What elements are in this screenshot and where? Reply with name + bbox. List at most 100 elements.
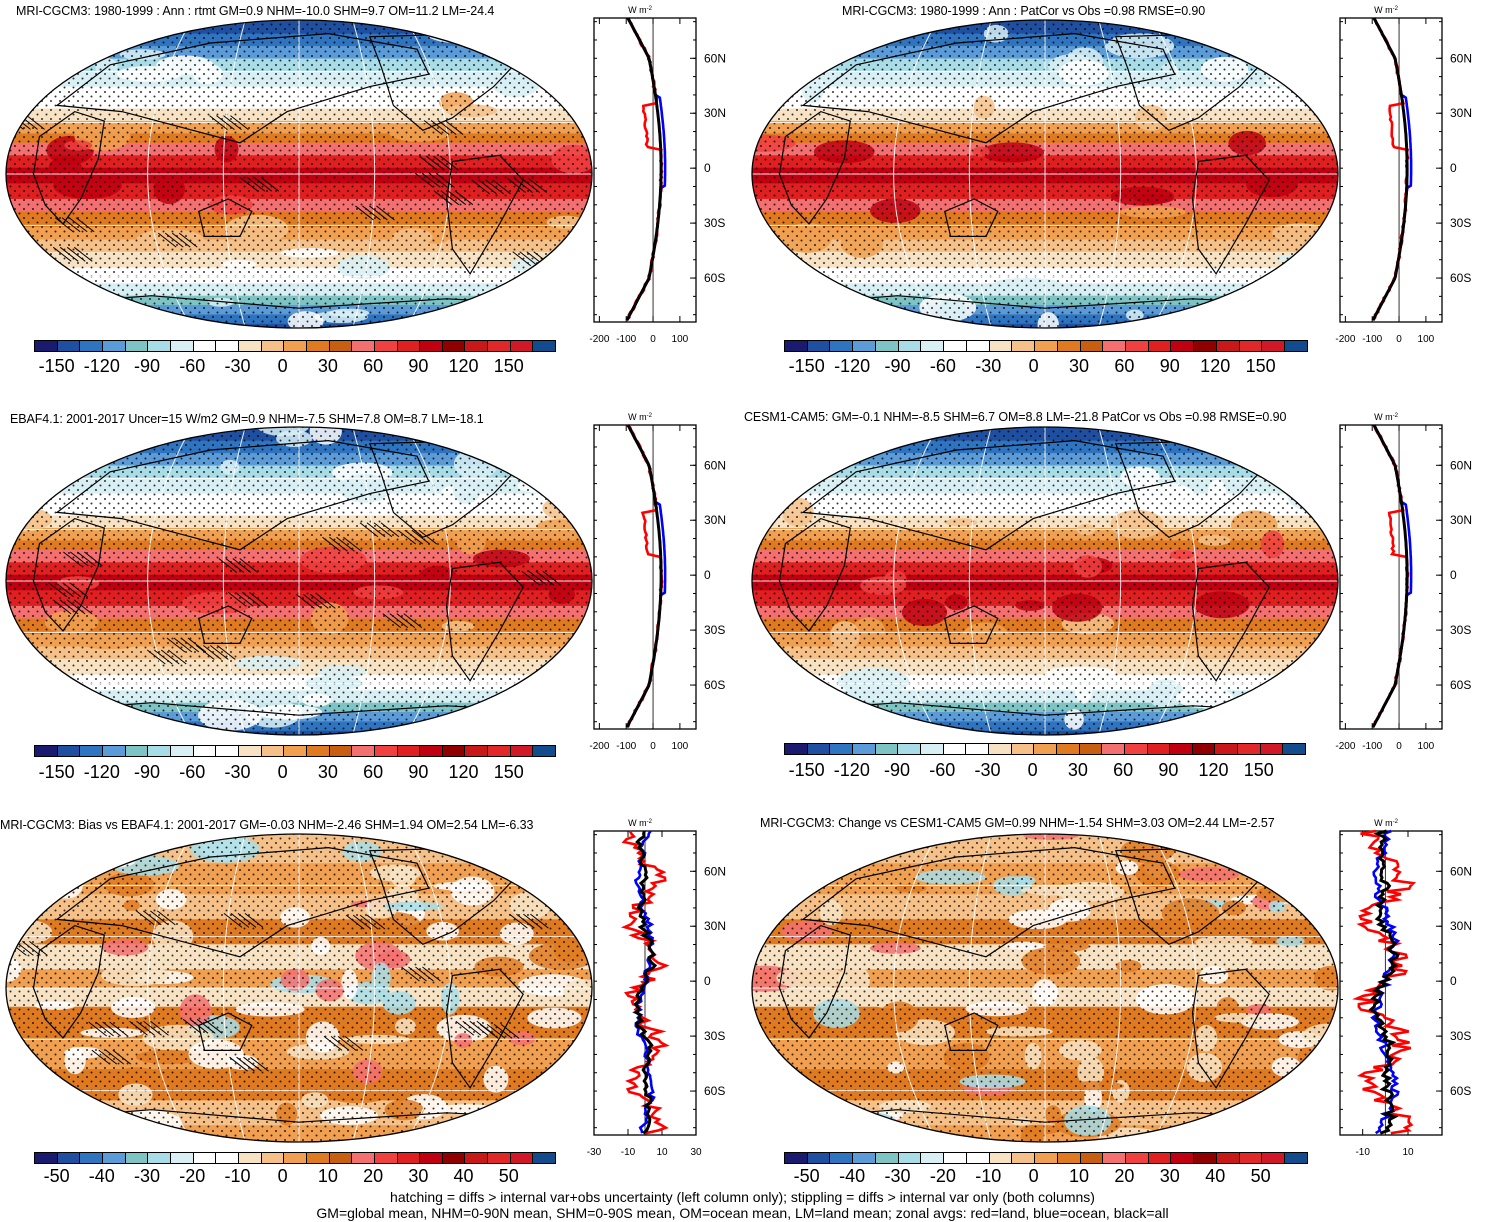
hatch-line [380, 522, 400, 538]
colorbar-tick-label: 0 [277, 762, 288, 782]
hatch-line [440, 190, 460, 206]
graticule-lon [968, 427, 992, 735]
map-blob [1274, 33, 1319, 57]
colorbar-swatch [943, 341, 966, 351]
colorbar-tick-label: 150 [493, 356, 524, 376]
hatch-line [136, 910, 155, 926]
lat-label: 0 [704, 161, 711, 175]
lat-label: 0 [1450, 974, 1457, 988]
hatch-line [429, 172, 448, 188]
colorbar-tick-label: -50 [793, 1166, 820, 1186]
hatch-line [182, 1018, 202, 1034]
colorbar-tick-label: 50 [1250, 1166, 1271, 1186]
hatch-line [359, 914, 379, 930]
hatch-line [486, 1023, 506, 1039]
x-tick-label: 100 [672, 741, 689, 752]
footer-line-2: GM=global mean, NHM=0-90N mean, SHM=0-90… [316, 1205, 1169, 1221]
hatch-line [150, 1020, 169, 1036]
colorbar-swatch [328, 1153, 352, 1163]
graticule-lon [1098, 20, 1122, 328]
colorbar-swatch [829, 341, 853, 351]
colorbar-tick-label: 30 [408, 1166, 429, 1186]
colorbar-swatch [441, 746, 465, 756]
hatch-line [509, 913, 528, 929]
colorbar-tick-label: 20 [363, 1166, 384, 1186]
hatch-line [355, 205, 374, 221]
colorbar-tick-label: -50 [43, 1166, 70, 1186]
x-tick-label: -100 [1362, 334, 1382, 345]
lat-label: 60S [704, 678, 725, 692]
hatch-line [366, 522, 386, 538]
map-border [751, 426, 1339, 736]
map-blob [97, 835, 136, 846]
zonal-series-land [625, 17, 664, 322]
zonal-frame [593, 424, 697, 730]
colorbar-swatch [988, 1153, 1012, 1163]
x-tick-label: -200 [589, 741, 609, 752]
colorbar-swatch [1261, 1153, 1285, 1163]
colorbar-labels-4: -150 -120 -90 -60 -30 0 30 60 90 120 150 [784, 760, 1304, 782]
colorbar-swatch [1237, 744, 1260, 754]
colorbar-tick-label: 120 [1198, 760, 1229, 780]
graticule-lon [147, 20, 193, 328]
hatch-line [225, 558, 245, 573]
colorbar-tick-label: 20 [1114, 1166, 1135, 1186]
zonal-plot-4: W m-2 60N 30N 0 30S 60S -200 -100 0 100 [1335, 412, 1472, 752]
hatch-line [223, 115, 242, 131]
colorbar-tick-label: -150 [38, 356, 75, 376]
colorbar-4 [784, 743, 1306, 755]
lat-label: 30N [704, 919, 726, 933]
map-panel-2 [751, 19, 1339, 329]
map-blob [107, 308, 145, 322]
hatch-line [415, 172, 434, 188]
colorbar-swatch [101, 341, 125, 351]
coastline [445, 561, 524, 682]
colorbar-tick-label: 10 [317, 1166, 338, 1186]
hatch-line [310, 593, 329, 609]
hatch-line [243, 1056, 262, 1072]
hatch-line [75, 217, 95, 233]
colorbar-swatch [396, 341, 420, 351]
hatch-line [59, 246, 79, 262]
map-blob [519, 860, 538, 872]
hatch-line [344, 1035, 364, 1051]
map-blob [132, 834, 188, 849]
hatch-line [59, 599, 79, 615]
coastline [943, 605, 999, 644]
x-tick-label: -200 [1335, 741, 1355, 752]
hatch-line [462, 1020, 482, 1036]
map-blob [1163, 315, 1184, 328]
colorbar-swatch [943, 1153, 966, 1163]
hatch-line [218, 558, 238, 573]
colorbar-swatch [237, 1153, 261, 1163]
colorbar-2 [784, 340, 1308, 352]
graticule-lon [893, 834, 939, 1142]
colorbar-swatch [283, 1153, 306, 1163]
hatch-line [493, 1023, 513, 1039]
colorbar-tick-label: 120 [1200, 356, 1231, 376]
hatch-line [528, 178, 547, 193]
hatch-line [396, 613, 416, 629]
map-blob [1227, 20, 1259, 29]
colorbar-swatch [464, 746, 488, 756]
graticule-lon [147, 834, 193, 1142]
coastline [778, 517, 851, 632]
hatch-line [514, 178, 533, 193]
lat-label: 30S [1450, 623, 1471, 637]
hatch-line [415, 966, 434, 982]
hatch-line [476, 1020, 496, 1036]
hatch-line [88, 1021, 107, 1037]
hatch-line [105, 1049, 125, 1065]
colorbar-tick-label: -120 [834, 356, 871, 376]
map-panel-4 [751, 426, 1339, 736]
coastline [778, 110, 851, 225]
hatch-line [485, 179, 504, 195]
graticule-lon [352, 20, 376, 328]
lat-label: 60N [1450, 458, 1472, 472]
colorbar-tick-label: 90 [1159, 356, 1180, 376]
lat-label: 0 [704, 974, 711, 988]
colorbar-swatch [305, 341, 329, 351]
map-blob [1143, 834, 1201, 842]
zonal-frame [593, 17, 697, 323]
colorbar-tick-label: 50 [498, 1166, 519, 1186]
